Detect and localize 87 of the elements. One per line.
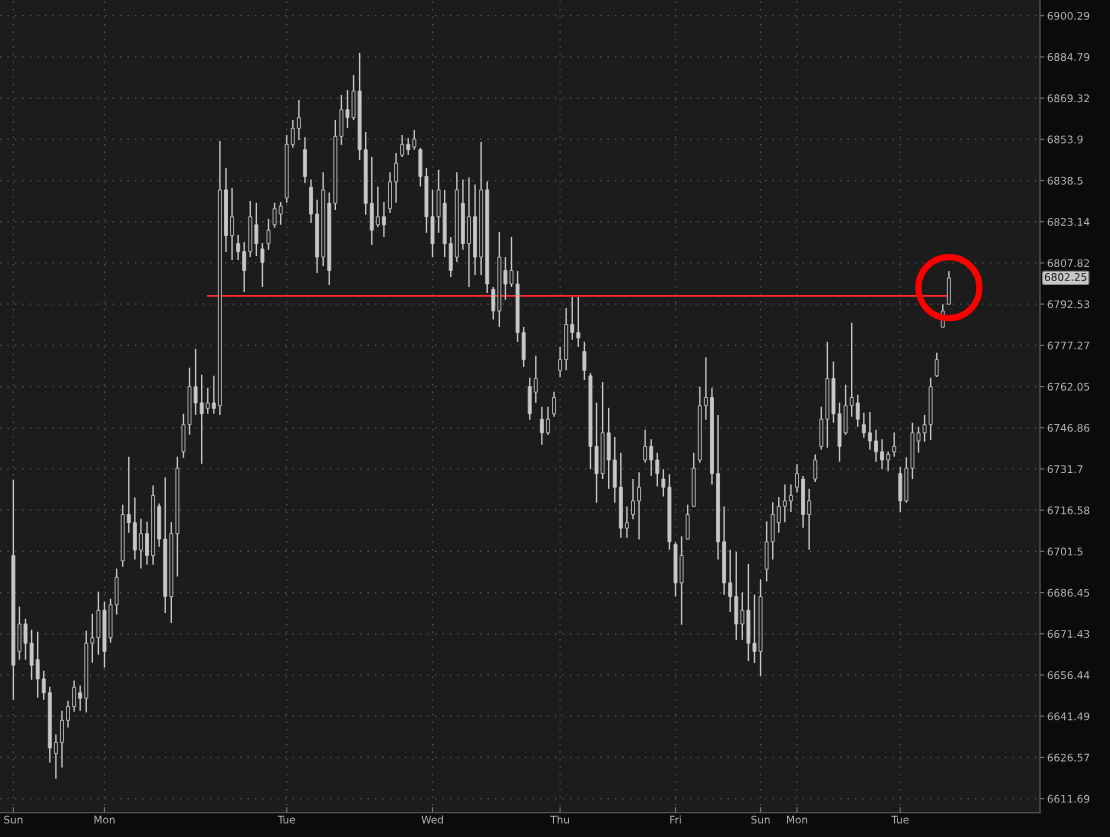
candlestick <box>655 451 660 488</box>
candlestick <box>934 352 939 378</box>
x-tick-label: Mon <box>94 815 115 824</box>
candlestick <box>139 518 143 570</box>
candlestick <box>41 670 46 701</box>
y-tick-label: 6731.7 <box>1047 465 1083 474</box>
candlestick <box>412 129 417 151</box>
y-tick-label: 6626.57 <box>1047 753 1090 762</box>
candlestick <box>552 391 556 418</box>
x-tick-label: Wed <box>421 815 443 824</box>
candlestick <box>381 201 386 238</box>
candlestick <box>637 471 641 541</box>
y-tick-label: 6716.58 <box>1047 506 1090 515</box>
x-tick-label: Thu <box>550 815 569 824</box>
y-tick-label: 6792.53 <box>1047 300 1090 309</box>
x-tick-label: Tue <box>891 815 909 824</box>
candlestick <box>795 463 799 494</box>
x-tick-label: Fri <box>670 815 681 824</box>
candlestick <box>782 483 787 523</box>
candlestick <box>892 431 897 458</box>
x-tick-label: Mon <box>787 815 808 824</box>
x-tick-label: Sun <box>4 815 23 824</box>
candlestick <box>861 412 866 439</box>
candlestick <box>394 152 399 204</box>
y-tick-label: 6686.45 <box>1047 588 1090 597</box>
y-tick-label: 6777.27 <box>1047 341 1090 350</box>
candlestick <box>242 241 247 293</box>
y-tick-label: 6869.32 <box>1047 94 1089 103</box>
y-tick-label: 6746.86 <box>1047 423 1090 432</box>
y-tick-label: 6701.5 <box>1047 547 1083 556</box>
candlestick <box>290 119 295 149</box>
candlestick <box>880 438 884 470</box>
y-tick-label: 6838.5 <box>1047 176 1083 185</box>
candlestick <box>813 453 818 483</box>
y-tick-label: 6762.05 <box>1047 382 1090 391</box>
y-tick-label: 6641.49 <box>1047 712 1090 721</box>
x-tick-label: Tue <box>277 815 296 824</box>
candlestick <box>643 429 648 464</box>
y-tick-label: 6884.79 <box>1047 53 1090 61</box>
candlestick <box>78 684 83 712</box>
candlestick <box>254 202 259 257</box>
y-tick-label: 6823.14 <box>1047 217 1090 226</box>
candlestick <box>230 187 234 261</box>
candlestick <box>53 733 58 780</box>
candlestick <box>631 478 635 520</box>
candlestick <box>855 394 860 428</box>
candlestick <box>126 456 131 534</box>
candlestick <box>205 387 210 415</box>
candlestick <box>72 679 77 713</box>
candlestick <box>867 411 872 451</box>
candlestick <box>199 374 204 465</box>
candlestick <box>582 341 587 381</box>
candlestick <box>296 99 301 141</box>
candlestick <box>546 406 550 436</box>
candlestick <box>886 450 891 472</box>
candlestick <box>703 356 708 421</box>
candlestick <box>789 483 793 513</box>
y-tick-label: 6900.29 <box>1047 11 1090 20</box>
candlestick <box>60 709 64 769</box>
candlestick <box>849 322 854 418</box>
candlestick <box>375 185 380 228</box>
text: 6802.25 <box>1044 273 1087 281</box>
candlestick <box>145 521 149 566</box>
candlestick <box>533 355 538 404</box>
y-tick-label: 6671.43 <box>1047 630 1090 638</box>
candlestick <box>728 549 733 613</box>
y-tick-label: 6853.9 <box>1047 135 1083 144</box>
candlestick <box>400 134 405 158</box>
candlestick <box>807 488 812 551</box>
x-tick-label: Sun <box>751 815 770 824</box>
candlestick <box>649 438 654 477</box>
candlestick <box>266 218 271 251</box>
candlestick <box>211 375 216 415</box>
candlestick <box>874 429 878 463</box>
candlestick <box>539 406 544 446</box>
candlestick <box>491 286 496 321</box>
candlestick <box>558 346 563 378</box>
candlestick <box>576 296 581 348</box>
candlestick <box>236 234 241 261</box>
candlestick <box>260 242 265 288</box>
y-tick-label: 6611.69 <box>1047 794 1090 803</box>
candlestick <box>624 505 629 539</box>
candlestick <box>776 496 781 534</box>
candlestick <box>570 296 575 341</box>
candlestick <box>66 700 70 729</box>
y-tick-label: 6807.82 <box>1047 259 1089 268</box>
y-tick-label: 6656.44 <box>1047 671 1090 680</box>
